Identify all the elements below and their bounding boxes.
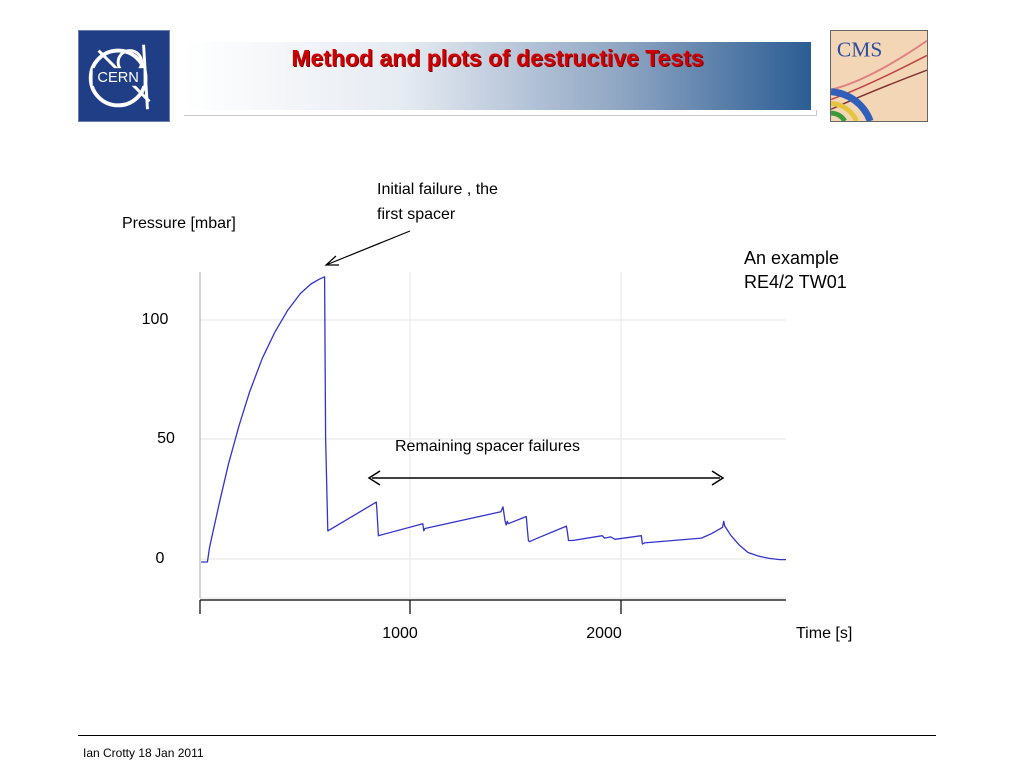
annotation-initial-failure-line1: Initial failure , the [377, 181, 498, 198]
cern-logo: CERN [78, 30, 170, 122]
cern-logo-text: CERN [97, 70, 139, 86]
annotation-example-line1: An example [744, 248, 839, 268]
slide-title: Method and plots of destructive Tests [291, 45, 704, 71]
annotation-remaining-failures: Remaining spacer failures [395, 438, 580, 455]
pressure-series-line [201, 276, 786, 563]
y-axis-label: Pressure [mbar] [122, 215, 236, 232]
cms-logo: CMS [830, 30, 928, 122]
y-tick-label-100: 100 [142, 311, 169, 328]
title-banner [184, 42, 811, 110]
x-tick-label-2000: 2000 [586, 625, 622, 642]
x-axis-label: Time [s] [796, 625, 852, 642]
title-banner-shadow [184, 110, 817, 116]
footer-divider [78, 735, 936, 736]
annotation-initial-failure-line2: first spacer [377, 206, 456, 223]
footer-text: Ian Crotty 18 Jan 2011 [83, 746, 204, 760]
y-tick-label-50: 50 [157, 430, 175, 447]
annotation-remaining-failures-arrowhead-right [711, 470, 725, 486]
annotation-example-line2: RE4/2 TW01 [744, 272, 847, 292]
x-tick-label-1000: 1000 [382, 625, 418, 642]
annotation-remaining-failures-arrowhead-left [367, 470, 381, 486]
y-tick-label-0: 0 [156, 550, 165, 567]
grid-lines [199, 272, 786, 599]
cms-logo-text: CMS [837, 37, 882, 61]
annotation-initial-failure-arrow [325, 230, 411, 266]
annotation-initial-failure-arrowhead [324, 255, 339, 266]
